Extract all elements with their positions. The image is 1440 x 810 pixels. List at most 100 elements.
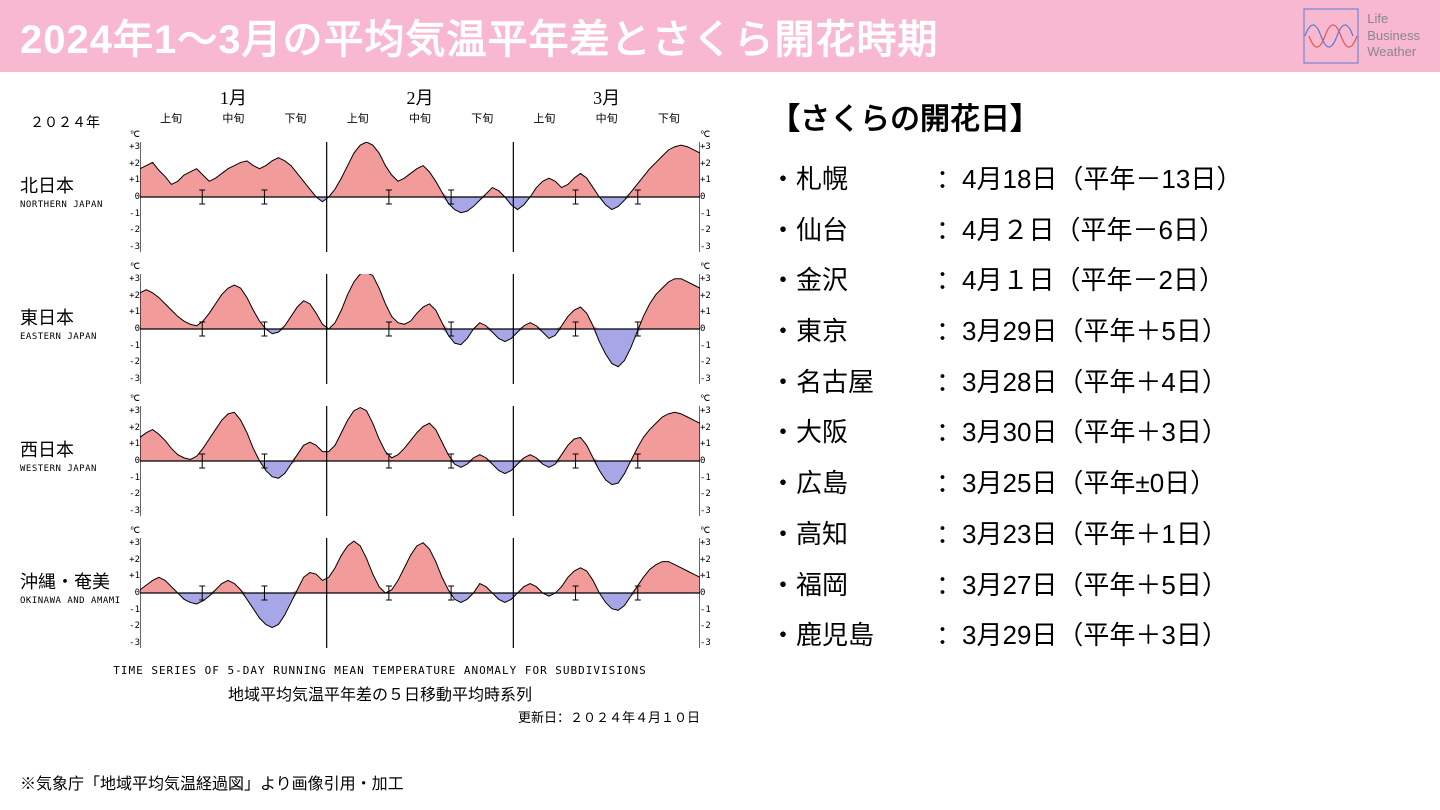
bloom-list-item: ・広島：3月25日（平年±0日）	[770, 458, 1420, 509]
plot	[140, 406, 700, 516]
y-tick: -3	[700, 506, 724, 516]
y-tick: -2	[700, 225, 724, 235]
bloom-diff: （平年＋3日）	[1057, 407, 1227, 458]
chart-panel: 北日本NORTHERN JAPAN℃+3+2+10-1-2-3℃+3+2+10-…	[20, 132, 740, 262]
anomaly-svg	[140, 142, 700, 252]
y-tick: 0	[700, 324, 724, 334]
y-tick: +1	[116, 439, 140, 449]
y-tick: +3	[116, 142, 140, 152]
y-tick: -2	[700, 357, 724, 367]
logo-line-2: Business	[1367, 28, 1420, 45]
bloom-diff: （平年＋5日）	[1057, 306, 1227, 357]
y-unit: ℃	[130, 394, 140, 404]
yaxis-left: ℃+3+2+10-1-2-3	[116, 142, 140, 252]
bloom-list-item: ・名古屋：3月28日（平年＋4日）	[770, 357, 1420, 408]
plot	[140, 538, 700, 648]
plot	[140, 274, 700, 384]
y-unit: ℃	[130, 130, 140, 140]
bloom-city: 鹿児島	[796, 610, 936, 661]
bloom-city: 高知	[796, 509, 936, 560]
bloom-city: 東京	[796, 306, 936, 357]
chart-update-date: 更新日：２０２４年４月１０日	[20, 707, 740, 726]
bloom-diff: （平年＋5日）	[1057, 560, 1227, 611]
y-tick: +3	[700, 142, 724, 152]
bloom-list-item: ・金沢：4月１日（平年－2日）	[770, 255, 1420, 306]
y-tick: -2	[116, 621, 140, 631]
bloom-diff: （平年－13日）	[1057, 154, 1242, 205]
bloom-list-item: ・鹿児島：3月29日（平年＋3日）	[770, 610, 1420, 661]
y-tick: 0	[700, 192, 724, 202]
bloom-date: 4月18日	[962, 154, 1057, 205]
bloom-diff: （平年±0日）	[1057, 458, 1216, 509]
y-tick: +1	[700, 307, 724, 317]
y-tick: +2	[700, 291, 724, 301]
bloom-city: 金沢	[796, 255, 936, 306]
bloom-date: 3月29日	[962, 610, 1057, 661]
yaxis-right: ℃+3+2+10-1-2-3	[700, 274, 724, 384]
header-bar: 2024年1〜3月の平均気温平年差とさくら開花時期	[0, 0, 1440, 72]
page-title: 2024年1〜3月の平均気温平年差とさくら開花時期	[20, 7, 938, 65]
bloom-date: 3月23日	[962, 509, 1057, 560]
y-tick: +2	[116, 555, 140, 565]
wave-logo-icon	[1303, 8, 1359, 64]
y-tick: +1	[700, 175, 724, 185]
bloom-list: ・札幌：4月18日（平年－13日）・仙台：4月２日（平年－6日）・金沢：4月１日…	[770, 154, 1420, 661]
y-tick: -3	[700, 242, 724, 252]
bloom-list-item: ・大阪：3月30日（平年＋3日）	[770, 407, 1420, 458]
bloom-city: 大阪	[796, 407, 936, 458]
y-tick: +1	[116, 571, 140, 581]
chart-container: ２０２４年 1月2月3月 上旬中旬下旬上旬中旬下旬上旬中旬下旬 北日本NORTH…	[20, 84, 740, 658]
y-tick: -2	[700, 621, 724, 631]
yaxis-left: ℃+3+2+10-1-2-3	[116, 538, 140, 648]
bloom-city: 仙台	[796, 205, 936, 256]
y-tick: +2	[116, 291, 140, 301]
y-tick: 0	[116, 456, 140, 466]
y-tick: -3	[700, 374, 724, 384]
y-unit: ℃	[130, 262, 140, 272]
y-tick: +1	[116, 175, 140, 185]
y-tick: -1	[700, 341, 724, 351]
bloom-list-item: ・高知：3月23日（平年＋1日）	[770, 509, 1420, 560]
bloom-city: 福岡	[796, 560, 936, 611]
chart-caption-jp: 地域平均気温平年差の５日移動平均時系列	[20, 681, 740, 705]
y-unit: ℃	[700, 394, 710, 404]
yaxis-left: ℃+3+2+10-1-2-3	[116, 406, 140, 516]
chart-panel: 沖縄・奄美OKINAWA AND AMAMI℃+3+2+10-1-2-3℃+3+…	[20, 528, 740, 658]
y-tick: -3	[700, 638, 724, 648]
bloom-sidebar: 【さくらの開花日】 ・札幌：4月18日（平年－13日）・仙台：4月２日（平年－6…	[770, 84, 1420, 726]
y-tick: +2	[700, 159, 724, 169]
y-tick: -2	[116, 357, 140, 367]
yaxis-right: ℃+3+2+10-1-2-3	[700, 406, 724, 516]
y-unit: ℃	[700, 130, 710, 140]
bloom-city: 名古屋	[796, 357, 936, 408]
footnote: ※気象庁「地域平均気温経過図」より画像引用・加工	[20, 770, 404, 794]
anomaly-svg	[140, 538, 700, 648]
bloom-diff: （平年－2日）	[1055, 255, 1225, 306]
y-tick: -3	[116, 638, 140, 648]
y-tick: +1	[700, 571, 724, 581]
y-tick: +3	[700, 406, 724, 416]
yaxis-right: ℃+3+2+10-1-2-3	[700, 538, 724, 648]
bloom-date: 4月１日	[962, 255, 1054, 306]
y-tick: -1	[116, 473, 140, 483]
bloom-diff: （平年－6日）	[1055, 205, 1225, 256]
bloom-date: 3月28日	[962, 357, 1057, 408]
bloom-diff: （平年＋3日）	[1057, 610, 1227, 661]
chart-caption-en: TIME SERIES OF 5-DAY RUNNING MEAN TEMPER…	[20, 664, 740, 677]
bloom-diff: （平年＋1日）	[1057, 509, 1227, 560]
yaxis-right: ℃+3+2+10-1-2-3	[700, 142, 724, 252]
bloom-list-item: ・福岡：3月27日（平年＋5日）	[770, 560, 1420, 611]
bloom-date: 3月27日	[962, 560, 1057, 611]
yaxis-left: ℃+3+2+10-1-2-3	[116, 274, 140, 384]
y-tick: +2	[700, 555, 724, 565]
y-unit: ℃	[700, 262, 710, 272]
y-tick: +2	[700, 423, 724, 433]
y-tick: +3	[116, 406, 140, 416]
y-unit: ℃	[130, 526, 140, 536]
y-tick: 0	[116, 324, 140, 334]
y-tick: +1	[116, 307, 140, 317]
y-tick: -1	[116, 341, 140, 351]
chart-area: ２０２４年 1月2月3月 上旬中旬下旬上旬中旬下旬上旬中旬下旬 北日本NORTH…	[20, 84, 740, 726]
y-tick: +3	[116, 274, 140, 284]
plot	[140, 142, 700, 252]
